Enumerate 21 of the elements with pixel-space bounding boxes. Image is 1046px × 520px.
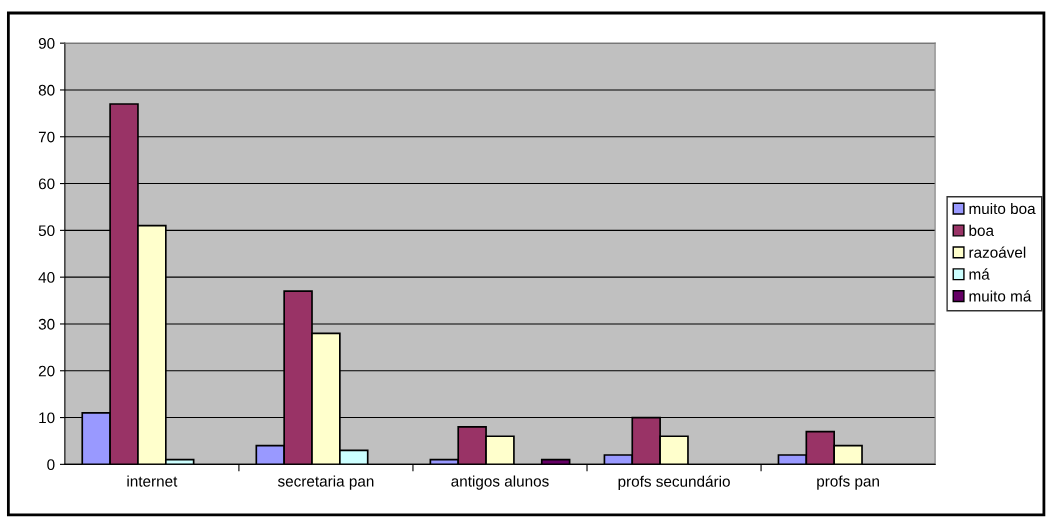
y-tick-label: 80 — [38, 84, 55, 96]
x-tick-label: profs pan — [817, 475, 879, 490]
x-tick-label: antigos alunos — [451, 475, 549, 490]
x-tick-label: internet — [127, 475, 178, 487]
y-tick-label: 20 — [38, 365, 55, 377]
y-tick-label: 0 — [47, 459, 55, 471]
x-tick-label: secretaria pan — [277, 475, 374, 490]
x-tick-label: profs secundário — [618, 475, 730, 490]
y-tick-label: 10 — [39, 412, 55, 424]
legend-label: má — [969, 268, 990, 280]
y-tick-label: 50 — [38, 225, 55, 237]
legend-label: razoável — [969, 246, 1026, 258]
bar — [540, 458, 571, 465]
legend-label: muito má — [969, 290, 1032, 302]
y-tick-label: 70 — [38, 131, 55, 143]
legend-label: boa — [969, 224, 994, 236]
y-tick-label: 90 — [38, 38, 55, 49]
y-tick-label: 40 — [38, 272, 55, 283]
y-tick-label: 60 — [38, 178, 55, 190]
legend-label: muito boa — [969, 202, 1036, 215]
y-tick-label: 30 — [38, 318, 55, 330]
